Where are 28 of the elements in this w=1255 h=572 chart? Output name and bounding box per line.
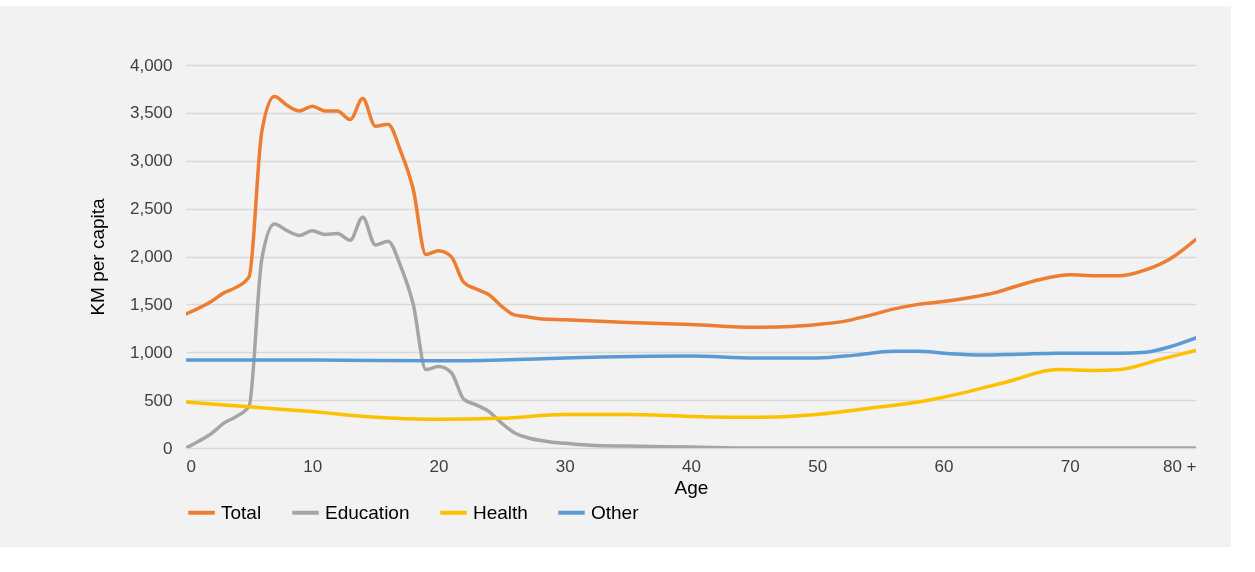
line-series <box>186 336 1196 363</box>
x-tick-label: 20 <box>429 456 449 476</box>
x-tick-label: 10 <box>303 456 323 476</box>
line-series <box>186 94 1196 330</box>
y-tick-label: 0 <box>163 438 173 458</box>
y-tick-label: 500 <box>144 390 173 410</box>
legend-label: Health <box>473 501 528 523</box>
y-tick-label: 2,500 <box>129 199 173 219</box>
legend-label: Other <box>591 501 640 523</box>
y-tick-label: 1,000 <box>129 342 173 362</box>
y-tick-label: 4,000 <box>129 55 173 75</box>
x-tick-label: 80 + <box>1162 456 1197 476</box>
legend-label: Total <box>221 501 262 523</box>
line-series <box>186 348 1196 422</box>
x-tick-label: 70 <box>1060 456 1080 476</box>
x-tick-label: 30 <box>555 456 575 476</box>
x-tick-label: 0 <box>186 456 196 476</box>
y-tick-label: 2,000 <box>129 247 173 266</box>
x-axis-title: Age <box>674 476 709 498</box>
x-tick-label: 50 <box>808 456 828 476</box>
y-axis-title: KM per capita <box>86 197 108 316</box>
line-series <box>186 215 1196 448</box>
legend-label: Education <box>325 501 410 523</box>
y-tick-label: 3,000 <box>129 151 173 171</box>
y-tick-label: 1,500 <box>129 294 173 314</box>
y-tick-label: 3,500 <box>129 103 173 123</box>
x-tick-label: 60 <box>934 456 954 476</box>
x-tick-label: 40 <box>682 456 701 476</box>
